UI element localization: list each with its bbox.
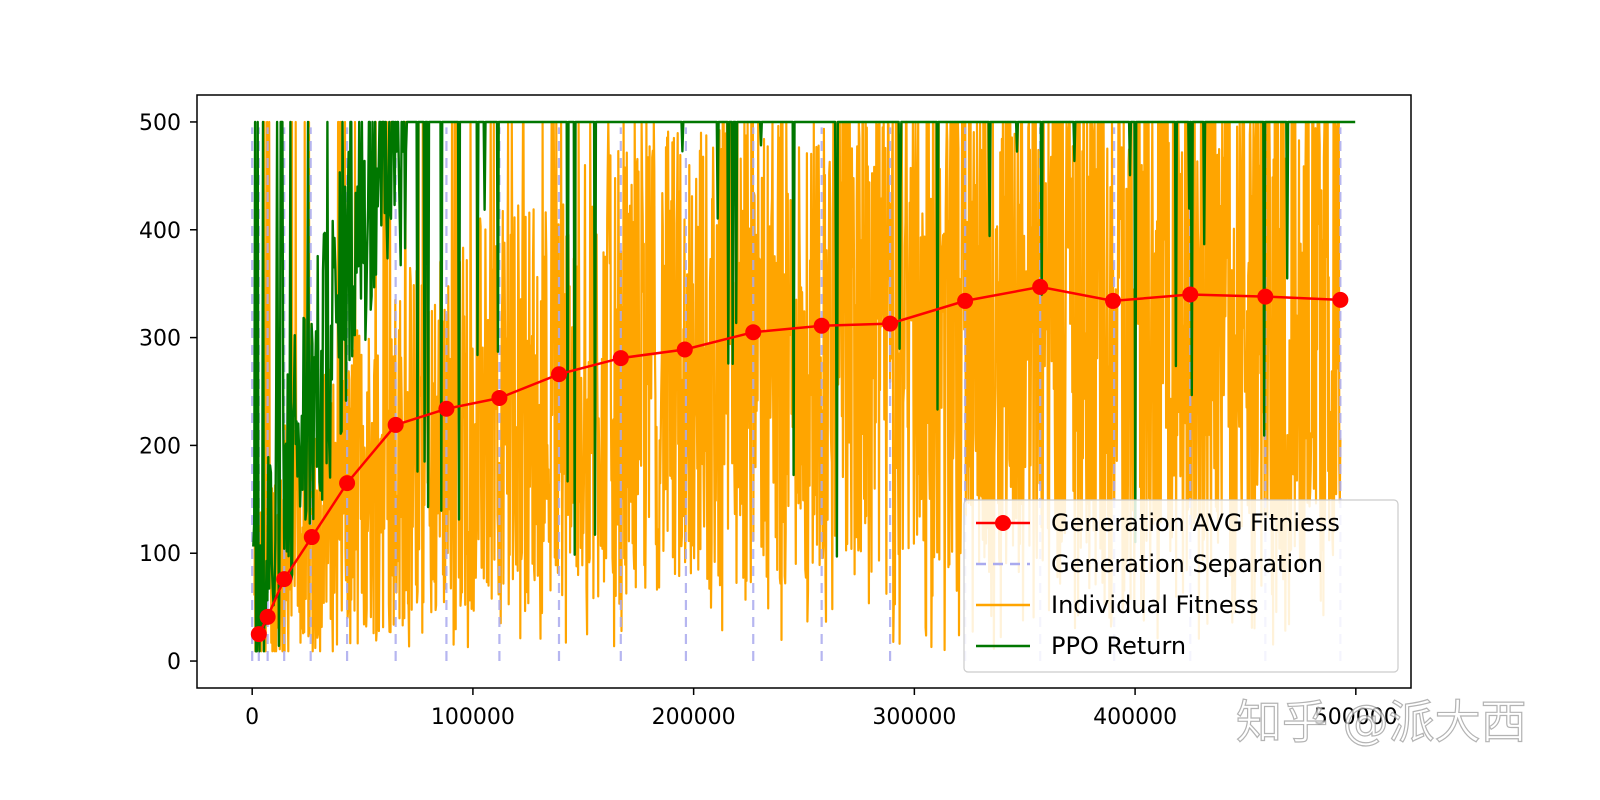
x-tick-label: 500000 (1314, 705, 1398, 730)
generation-avg-fitness-series (250, 278, 1349, 643)
y-tick-label: 500 (139, 111, 181, 136)
generation-avg-fitness-point (250, 626, 267, 643)
watermark: 知乎 @派大西 (1236, 695, 1527, 749)
ppo-return-line (252, 120, 1356, 653)
legend-marker-avg-fitness (995, 515, 1011, 531)
ppo-return-series (252, 120, 1356, 653)
legend-entry-avg-fitness: Generation AVG Fitniess (976, 509, 1340, 537)
y-tick-label: 400 (139, 219, 181, 244)
generation-avg-fitness-point (882, 315, 899, 332)
generation-avg-fitness-point (438, 400, 455, 417)
generation-avg-fitness-point (303, 529, 320, 546)
y-tick-label: 200 (139, 434, 181, 459)
individual-fitness-line (253, 120, 1342, 653)
generation-avg-fitness-point (813, 317, 830, 334)
generation-avg-fitness-point (1257, 288, 1274, 305)
generation-avg-fitness-point (1032, 278, 1049, 295)
generation-avg-fitness-point (387, 416, 404, 433)
y-tick-label: 0 (167, 650, 181, 675)
x-tick-label: 100000 (431, 705, 515, 730)
generation-avg-fitness-point (612, 350, 629, 367)
legend-label-individual: Individual Fitness (1051, 591, 1259, 619)
generation-avg-fitness-point (276, 571, 293, 588)
y-tick-label: 300 (139, 327, 181, 352)
generation-avg-fitness-point (339, 475, 356, 492)
x-tick-label: 0 (245, 705, 259, 730)
individual-fitness-series (253, 120, 1342, 653)
x-tick-label: 300000 (872, 705, 956, 730)
generation-avg-fitness-point (491, 389, 508, 406)
generation-avg-fitness-point (1332, 291, 1349, 308)
generation-avg-fitness-point (676, 341, 693, 358)
legend-entry-ppo: PPO Return (976, 632, 1186, 660)
y-tick-label: 100 (139, 542, 181, 567)
legend-label-separation: Generation Separation (1051, 550, 1323, 578)
plot-frame (196, 94, 1412, 689)
generation-avg-fitness-point (550, 366, 567, 383)
generation-avg-fitness-point (957, 292, 974, 309)
legend-entry-separation: Generation Separation (976, 550, 1323, 578)
generation-avg-fitness-point (259, 608, 276, 625)
legend-box (963, 499, 1399, 673)
legend-entry-individual: Individual Fitness (976, 591, 1259, 619)
legend-label-avg-fitness: Generation AVG Fitniess (1051, 509, 1340, 537)
generation-avg-fitness-point (1105, 292, 1122, 309)
x-tick-label: 200000 (652, 705, 736, 730)
x-axis: 0 100000 200000 300000 400000 500000 (245, 688, 1398, 730)
generation-avg-fitness-line (257, 285, 1341, 635)
legend-label-ppo: PPO Return (1051, 632, 1186, 660)
generation-avg-fitness-point (745, 324, 762, 341)
y-axis: 0 100 200 300 400 500 (139, 111, 197, 675)
x-tick-label: 400000 (1093, 705, 1177, 730)
legend: Generation AVG Fitniess Generation Separ… (963, 499, 1399, 673)
generation-avg-fitness-point (1182, 286, 1199, 303)
